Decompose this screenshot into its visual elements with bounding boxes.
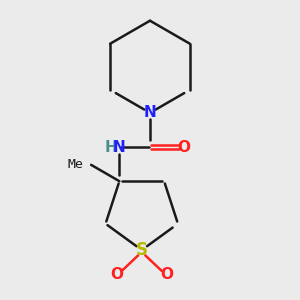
- Text: O: O: [178, 140, 191, 154]
- Text: Me: Me: [68, 158, 84, 171]
- Text: O: O: [160, 267, 173, 282]
- Text: N: N: [144, 105, 156, 120]
- Text: S: S: [136, 241, 148, 259]
- Text: O: O: [110, 267, 123, 282]
- Text: H: H: [105, 140, 118, 154]
- Text: N: N: [113, 140, 126, 154]
